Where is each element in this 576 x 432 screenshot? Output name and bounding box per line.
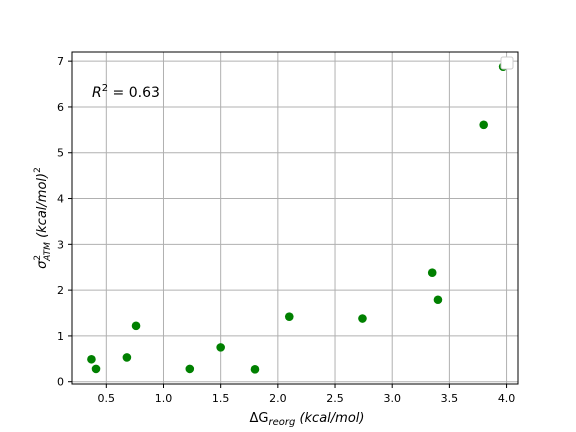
y-tick-label: 2 (57, 284, 64, 297)
data-point (479, 120, 488, 130)
y-axis-label: σ2ATM (kcal/mol)2 (33, 167, 53, 269)
x-axis-label: ΔGreorg (kcal/mol) (250, 411, 365, 428)
data-point (284, 312, 294, 321)
r-exponent: 2 (102, 83, 108, 94)
x-tick-label: 0.5 (98, 392, 116, 405)
x-axis-ticks: 0.5 1.0 1.5 2.0 2.5 3.0 3.5 4.0 (98, 384, 516, 405)
r-squared-annotation: R2 = 0.63 (92, 83, 160, 101)
x-tick-label: 4.0 (498, 392, 516, 405)
data-point (427, 268, 437, 278)
data-point (216, 343, 225, 352)
legend-box (500, 56, 514, 70)
y-label-unit: (kcal/mol) (35, 173, 50, 242)
y-label-unit-superscript: 2 (33, 167, 43, 173)
x-label-main: ΔG (250, 411, 269, 426)
data-point (122, 353, 132, 362)
plot-frame (71, 51, 519, 385)
y-label-superscript: 2 (33, 255, 43, 261)
data-point (131, 321, 141, 331)
data-point (87, 354, 96, 364)
y-tick-label: 7 (57, 55, 64, 68)
y-tick-label: 5 (57, 147, 64, 160)
y-tick-label: 1 (57, 330, 64, 343)
data-point (250, 365, 260, 374)
x-tick-label: 3.5 (441, 392, 459, 405)
y-tick-label: 3 (57, 238, 64, 251)
y-label-main: σ (35, 260, 50, 269)
x-tick-label: 2.0 (269, 392, 287, 405)
x-label-subscript: reorg (268, 417, 295, 428)
y-tick-label: 4 (57, 193, 64, 206)
data-point (91, 364, 101, 374)
data-point (433, 295, 443, 305)
x-label-unit: (kcal/mol) (295, 411, 364, 426)
y-label-subscript: ATM (43, 242, 53, 262)
data-point (358, 314, 367, 323)
x-tick-label: 1.5 (212, 392, 230, 405)
x-tick-label: 2.5 (326, 392, 344, 405)
y-tick-label: 0 (57, 376, 64, 389)
y-tick-label: 6 (57, 101, 64, 114)
y-axis-ticks: 0 1 2 3 4 5 6 7 (57, 55, 72, 389)
r-value: = 0.63 (108, 85, 160, 101)
data-point (185, 364, 195, 374)
x-tick-label: 3.0 (383, 392, 401, 405)
x-tick-label: 1.0 (155, 392, 173, 405)
r-label: R (92, 85, 102, 101)
grid-lines (72, 52, 518, 384)
